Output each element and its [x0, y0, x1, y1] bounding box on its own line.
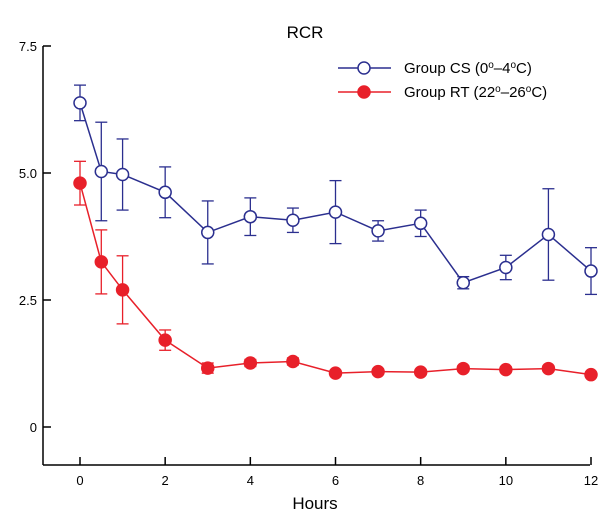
data-point	[413, 365, 428, 379]
y-tick-label: 0	[30, 420, 37, 435]
chart-title: RCR	[287, 23, 324, 42]
data-point	[371, 364, 385, 379]
x-tick-label: 10	[499, 473, 513, 488]
x-tick-label: 6	[332, 473, 339, 488]
y-tick-label: 7.5	[19, 39, 37, 54]
x-tick-label: 2	[162, 473, 169, 488]
data-point	[499, 260, 513, 275]
legend-marker	[357, 61, 371, 75]
data-point	[456, 275, 470, 290]
y-tick-label: 5.0	[19, 166, 37, 181]
data-point	[286, 213, 300, 227]
data-point	[73, 176, 87, 190]
data-point	[286, 354, 300, 369]
x-tick-label: 8	[417, 473, 424, 488]
data-point	[243, 356, 258, 370]
legend-label: Group CS (0o–4oC)	[404, 60, 532, 78]
legend-entry: Group CS (0o–4oC)	[338, 60, 532, 78]
legend-label-part: C)	[531, 84, 547, 101]
x-tick-label: 12	[584, 473, 598, 488]
data-point	[158, 185, 172, 200]
degree-superscript: o	[495, 84, 501, 95]
data-point	[201, 225, 215, 240]
data-point	[328, 205, 343, 219]
legend-entry: Group RT (22o–26oC)	[338, 84, 547, 102]
legend-label: Group RT (22o–26oC)	[404, 84, 547, 102]
series-layer	[73, 84, 598, 382]
data-point	[94, 164, 109, 179]
legend-label-part: –4	[494, 60, 511, 77]
data-point	[158, 333, 172, 347]
legend-label-part: –26	[501, 84, 526, 101]
data-point	[243, 209, 258, 224]
data-point	[456, 361, 470, 376]
series-line	[79, 102, 592, 284]
legend-marker	[357, 85, 371, 99]
x-ticks: 0 2 4 6 8 10 12	[76, 457, 598, 488]
x-tick-label: 4	[247, 473, 254, 488]
data-point	[328, 366, 343, 380]
degree-superscript: o	[526, 84, 532, 95]
y-ticks: 0 2.5 5.0 7.5	[19, 39, 51, 435]
series-1	[73, 84, 598, 296]
legend-label-part: Group RT (22	[404, 84, 495, 101]
degree-superscript: o	[510, 60, 516, 71]
x-axis-label: Hours	[292, 494, 337, 513]
x-tick-label: 0	[76, 473, 83, 488]
data-point	[115, 283, 130, 297]
data-point	[413, 216, 428, 231]
series-line	[79, 182, 592, 376]
data-point	[115, 167, 130, 182]
data-point	[73, 96, 87, 110]
data-point	[584, 367, 598, 382]
series-2	[73, 160, 598, 382]
legend-label-part: Group CS (0	[404, 60, 488, 77]
y-tick-label: 2.5	[19, 293, 37, 308]
data-point	[541, 227, 556, 242]
legend: Group CS (0o–4oC)Group RT (22o–26oC)	[338, 60, 547, 102]
data-point	[541, 361, 556, 376]
axes	[42, 46, 590, 466]
legend-label-part: C)	[516, 60, 532, 77]
data-point	[371, 224, 385, 238]
degree-superscript: o	[488, 60, 494, 71]
data-point	[584, 264, 598, 278]
data-point	[201, 361, 215, 375]
data-point	[94, 255, 109, 269]
data-point	[499, 362, 513, 377]
